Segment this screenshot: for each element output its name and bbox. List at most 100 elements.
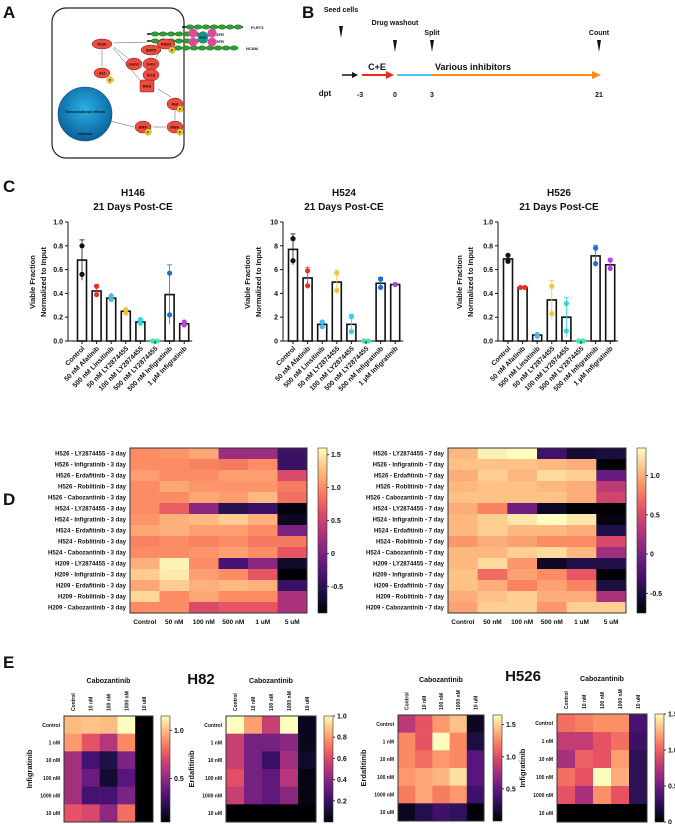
panel-label-c: C: [3, 177, 15, 196]
heatmap-cell: [566, 481, 597, 493]
column-label: 100 nM: [511, 619, 533, 626]
row-label: H209 - LY2874455 - 7 day: [373, 562, 444, 568]
colorbar-tick-label: 0.5: [331, 518, 341, 525]
row-label: 100 nM: [43, 776, 60, 782]
heatmap-cell: [629, 714, 648, 733]
heatmap-cell: [593, 786, 612, 805]
heatmap-cell: [596, 459, 627, 471]
heatmap-cell: [248, 569, 278, 581]
heatmap-cell: [130, 525, 160, 537]
heatmap-cell: [507, 536, 538, 548]
membrane-label: FGFR: [213, 39, 224, 44]
column-label: 10 uM: [305, 697, 311, 711]
heatmap-cell: [81, 751, 100, 770]
row-label: H524 - Cabozantinib - 7 day: [366, 551, 445, 557]
heatmap-cell: [130, 459, 160, 471]
y-tick-label: 0.6: [53, 267, 63, 274]
data-point: [593, 261, 599, 267]
row-label: H526 - LY2874455 - 7 day: [373, 452, 444, 458]
colorbar-tick-label: 0.5: [668, 784, 675, 791]
colorbar: [160, 715, 171, 823]
heatmap-cell: [432, 715, 450, 733]
heatmap-cell: [159, 580, 190, 592]
heatmap-cell: [537, 503, 567, 515]
receptor-domain: [166, 31, 176, 37]
heatmap-cell: [449, 785, 468, 804]
data-point: [137, 320, 143, 326]
row-label: H526 - Infigratinib - 7 day: [373, 463, 445, 469]
bar: [502, 258, 514, 342]
receptor-domain: [150, 31, 160, 37]
data-point: [108, 296, 114, 302]
heatmap-cell: [557, 804, 576, 823]
column-label: 100 nM: [193, 619, 215, 626]
node-label: MEK: [171, 125, 180, 130]
heatmap-cell: [159, 558, 190, 570]
heatmap-cell: [64, 716, 83, 734]
heatmap-cell: [117, 751, 136, 770]
row-label: H209 - Roblitinib - 3 day: [58, 595, 127, 601]
receptor-domain: [217, 24, 227, 30]
y-tick-label: 1.0: [53, 220, 63, 227]
heatmap-cell: [537, 525, 567, 537]
y-tick-label: 0.0: [483, 339, 493, 346]
panel-label-b: B: [302, 3, 314, 22]
heatmap-cell: [477, 448, 508, 460]
heatmap-cell: [596, 591, 627, 603]
colorbar-tick-label: 1.5: [506, 722, 516, 729]
heatmap-border: [397, 714, 485, 822]
heatmap-cell: [130, 547, 160, 559]
event-label: Split: [424, 30, 440, 37]
fgfr-dimer-domain: [188, 37, 198, 47]
heatmap-cell: [507, 459, 538, 471]
node-label: Akt: [99, 71, 106, 76]
heatmap-cell: [130, 591, 160, 603]
data-point: [549, 311, 555, 317]
heatmap-cell: [159, 569, 190, 581]
heatmap-cell: [398, 768, 416, 786]
y-tick-label: 6: [274, 267, 278, 274]
bar: [517, 286, 528, 342]
chart-title: H524: [332, 188, 356, 199]
heatmap-cell: [248, 525, 278, 537]
heatmap-cell: [218, 525, 249, 537]
row-label: H526 - Infigratinib - 3 day: [55, 463, 127, 469]
row-label: 100 nM: [536, 775, 553, 781]
colorbar-tick-label: 0.5: [174, 776, 184, 783]
heatmap-cell: [218, 459, 249, 471]
heatmap-cell: [298, 733, 317, 752]
day-tick: 3: [430, 92, 434, 99]
heatmap-cell: [189, 602, 219, 614]
dpt-label: dpt: [319, 89, 332, 98]
heatmap-cell: [189, 481, 219, 493]
heatmap-cell: [629, 732, 648, 751]
bar: [389, 283, 401, 342]
column-label: 100 nM: [269, 694, 275, 711]
column-label: 5 uM: [285, 619, 300, 626]
data-point: [378, 276, 384, 282]
colorbar-tick-label: 0.4: [337, 777, 347, 784]
colorbar-tick-label: 0.8: [337, 735, 347, 742]
heatmap-cell: [248, 503, 278, 515]
heatmap-cell: [593, 768, 612, 787]
heatmap-cell: [244, 769, 263, 787]
receptor-domain: [233, 24, 243, 30]
row-label: H209 - Infigratinib - 3 day: [55, 573, 127, 579]
heatmap-cell: [596, 525, 627, 537]
heatmap-cell: [477, 492, 508, 504]
row-label: 1 nM: [211, 741, 222, 747]
heatmap-cell: [218, 448, 249, 460]
heatmap-cell: [81, 786, 100, 805]
event-label: Seed cells: [324, 7, 358, 14]
heatmap-cell: [189, 503, 219, 515]
colorbar-tick-label: -0.5: [650, 591, 662, 598]
heatmap-cell: [448, 547, 478, 559]
heatmap-cell: [611, 768, 630, 787]
heatmap-4: H526 - LY2874455 - 7 day H526 - Infigrati…: [366, 447, 662, 626]
node-label: Grb2: [146, 62, 156, 67]
event-marker-icon: [597, 40, 601, 52]
heatmap-cell: [449, 750, 468, 769]
row-label: H526 - Roblitinib - 3 day: [58, 485, 127, 491]
heatmap-cell: [537, 514, 567, 526]
heatmap-cell: [218, 536, 249, 548]
